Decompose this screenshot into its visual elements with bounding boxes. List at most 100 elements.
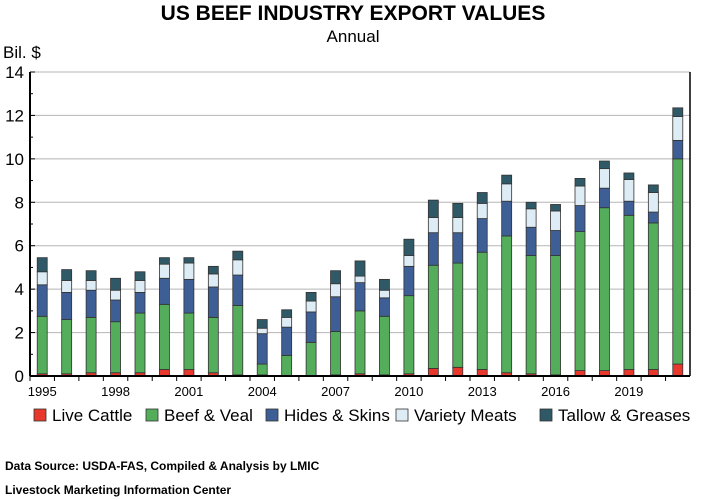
bar-segment [281, 316, 293, 328]
bar-segment [550, 255, 561, 376]
bar-segment [256, 333, 268, 365]
bar-segment [525, 255, 537, 375]
bar-segment [36, 284, 48, 317]
bar-segment [574, 205, 586, 233]
bar-segment [427, 217, 439, 234]
legend-swatch [395, 408, 409, 422]
bar-segment [36, 271, 48, 286]
y-tick-label: 8 [15, 193, 24, 212]
bar-segment [427, 199, 439, 218]
bar-segment [550, 210, 561, 231]
chart-subtitle: Annual [327, 27, 380, 46]
bar-segment [672, 139, 684, 160]
bar-segment [36, 257, 48, 273]
bar-segment [281, 354, 293, 377]
bar-segment [647, 184, 659, 193]
bar-segment [647, 222, 659, 370]
bar-segment [232, 259, 244, 276]
bar-segment [427, 264, 439, 369]
bar-segment [85, 280, 97, 291]
bar-segment [403, 238, 415, 256]
bar-segment [672, 107, 684, 117]
bar-segment [134, 291, 146, 314]
bar-segment [476, 192, 488, 204]
bar-segment [550, 204, 561, 212]
bar-segment [452, 366, 464, 377]
bar-segment [647, 211, 659, 224]
bar-segment [330, 270, 341, 285]
bar-segment [672, 363, 684, 377]
x-tick-label: 2001 [174, 384, 203, 399]
bar-segment [61, 269, 73, 281]
bar-segment [232, 274, 244, 306]
x-tick-label: 1995 [28, 384, 57, 399]
organization: Livestock Marketing Information Center [5, 483, 231, 497]
bar-segment [134, 271, 146, 281]
bar-segment [476, 251, 488, 370]
bar-segment [501, 183, 513, 202]
bar-segment [599, 207, 610, 371]
bar-segment [354, 310, 366, 375]
legend-label: Beef & Veal [164, 406, 253, 425]
bar-segment [354, 260, 366, 277]
y-tick-label: 14 [5, 63, 24, 82]
bar-segment [183, 312, 195, 370]
y-tick-label: 4 [15, 280, 24, 299]
bar-segment [85, 316, 97, 374]
bar-segment [159, 277, 170, 305]
bar-segment [330, 331, 341, 376]
bar-segment [452, 202, 464, 218]
legend-swatch [265, 408, 279, 422]
bar-segment [256, 319, 268, 329]
bar-segment [476, 218, 488, 253]
bar-segment [452, 262, 464, 368]
bar-segment [501, 174, 513, 185]
x-tick-label: 2013 [468, 384, 497, 399]
bar-segment [232, 250, 244, 261]
bar-segment [330, 283, 341, 298]
bar-segment [672, 116, 684, 141]
bar-segment [110, 277, 121, 291]
bar-segment [305, 341, 317, 377]
bar-segment [647, 192, 659, 213]
bar-segment [403, 255, 415, 267]
x-tick-label: 2010 [394, 384, 423, 399]
bar-segment [207, 273, 219, 288]
bar-segment [110, 321, 121, 374]
bar-segment [61, 280, 73, 293]
bar-segment [452, 217, 464, 234]
bar-segment [379, 315, 390, 376]
legend-label: Live Cattle [52, 406, 132, 425]
bar-segment [427, 232, 439, 266]
bar-segment [159, 257, 170, 265]
bar-segment [574, 177, 586, 187]
bar-segment [256, 327, 268, 335]
bar-segment [501, 200, 513, 237]
bar-segment [525, 201, 537, 210]
bar-segment [183, 262, 195, 280]
x-tick-label: 2016 [541, 384, 570, 399]
bar-segment [305, 291, 317, 302]
bar-segment [354, 282, 366, 312]
x-tick-label: 1998 [101, 384, 130, 399]
bar-segment [427, 367, 439, 377]
bar-segment [623, 172, 635, 180]
bar-segment [207, 286, 219, 318]
bar-segment [525, 226, 537, 256]
y-tick-label: 0 [15, 367, 24, 386]
bar-segment [36, 315, 48, 375]
legend-swatch [33, 408, 47, 422]
data-source: Data Source: USDA-FAS, Compiled & Analys… [5, 459, 320, 473]
bar-segment [134, 280, 146, 293]
bar-segment [232, 305, 244, 376]
bar-segment [183, 278, 195, 314]
bar-segment [305, 311, 317, 343]
bar-segment [525, 208, 537, 228]
bar-segment [256, 363, 268, 376]
chart-title: US BEEF INDUSTRY EXPORT VALUES [161, 2, 546, 25]
bar-segment [403, 295, 415, 375]
bar-segment [476, 202, 488, 219]
bar-segment [379, 297, 390, 317]
